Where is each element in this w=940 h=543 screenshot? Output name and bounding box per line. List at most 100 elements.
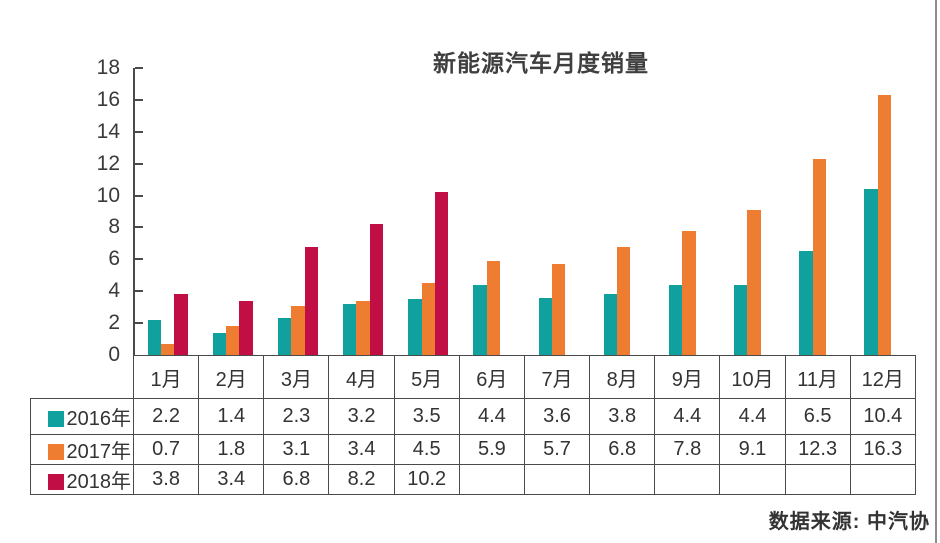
bar-2016年-9月: [668, 284, 683, 355]
value-cell: 10.2: [393, 464, 460, 495]
bar-2018年-1月: [174, 294, 188, 355]
y-axis-label: 8: [108, 215, 120, 239]
y-axis-tick: [135, 130, 143, 133]
value-cell: 3.8: [589, 398, 656, 435]
bar-2017年-4月: [356, 300, 370, 355]
bar-2016年-12月: [864, 189, 878, 355]
value-cell: 3.1: [263, 434, 330, 465]
bar-2017年-11月: [812, 158, 826, 355]
bar-2016年-1月: [147, 319, 161, 355]
month-header-cell: 8月: [589, 355, 656, 399]
table-corner-ghost-cell: [30, 355, 134, 399]
month-header-cell: 5月: [393, 355, 460, 399]
month-header-cell: 9月: [654, 355, 721, 399]
y-axis-tick: [135, 98, 143, 101]
month-header-cell: 3月: [263, 355, 330, 399]
value-cell: 4.4: [458, 398, 525, 435]
legend-label: 2016年: [66, 408, 132, 430]
bar-2017年-2月: [226, 326, 240, 355]
bar-2016年-11月: [799, 251, 813, 355]
month-header-cell: 1月: [132, 355, 200, 399]
source-note: 数据来源: 中汽协: [768, 511, 930, 533]
bar-2016年-5月: [408, 299, 422, 355]
y-axis-label: 2: [108, 311, 120, 335]
value-cell: [784, 464, 851, 495]
bar-2017年-3月: [291, 305, 305, 355]
bar-2017年-9月: [682, 230, 696, 355]
legend-swatch-2016年: [47, 411, 64, 427]
y-axis-tick: [135, 258, 143, 261]
value-cell: 5.7: [523, 434, 591, 465]
value-cell: 12.3: [784, 434, 851, 465]
y-axis-label: 16: [96, 87, 120, 111]
month-header-cell: 6月: [458, 355, 525, 399]
bar-2018年-4月: [369, 224, 384, 355]
y-axis-label: 12: [96, 151, 120, 175]
value-cell: 8.2: [328, 464, 395, 495]
month-header-cell: 12月: [849, 355, 916, 399]
value-cell: 3.6: [523, 398, 591, 435]
bar-2016年-2月: [212, 332, 227, 355]
legend-cell-2016年: 2016年: [30, 398, 134, 435]
bar-2017年-10月: [747, 209, 761, 355]
value-cell: [458, 464, 525, 495]
y-axis-label: 0: [108, 343, 120, 366]
plot-area: [133, 67, 917, 355]
right-edge-divider: [935, 0, 937, 543]
value-cell: 3.2: [328, 398, 395, 435]
month-header-cell: 7月: [523, 355, 591, 399]
value-cell: [654, 464, 721, 495]
value-cell: [523, 464, 591, 495]
value-cell: 6.8: [263, 464, 330, 495]
value-cell: 3.5: [393, 398, 460, 435]
bar-2017年-1月: [160, 343, 175, 355]
value-cell: 3.4: [198, 464, 265, 495]
bar-2016年-6月: [473, 284, 487, 355]
value-cell: 4.4: [654, 398, 721, 435]
legend-swatch-2018年: [47, 474, 64, 490]
value-cell: 4.4: [719, 398, 786, 435]
value-cell: 16.3: [849, 434, 916, 465]
month-header-cell: 10月: [719, 355, 786, 399]
value-cell: 2.3: [263, 398, 330, 435]
value-cell: 6.8: [589, 434, 656, 465]
bar-2016年-10月: [734, 284, 748, 355]
bar-2017年-6月: [486, 260, 501, 355]
bar-2018年-3月: [304, 246, 318, 355]
bar-2016年-8月: [603, 294, 618, 355]
value-cell: 5.9: [458, 434, 525, 465]
month-header-cell: 11月: [784, 355, 851, 399]
y-axis-tick: [135, 290, 143, 293]
data-table: 1月 2月 3月 4月 5月 6月 7月 8月 9月 10月 11月 12月 2016年 2.2 1.4 2.…: [30, 355, 916, 495]
value-cell: 10.4: [849, 398, 916, 435]
legend-label: 2018年: [66, 471, 132, 493]
value-cell: [849, 464, 916, 495]
y-axis-label: 14: [96, 119, 120, 143]
value-cell: 1.8: [198, 434, 265, 465]
month-header-cell: 4月: [328, 355, 395, 399]
bar-2017年-5月: [421, 283, 435, 355]
bar-2017年-12月: [877, 95, 892, 355]
value-cell: [719, 464, 786, 495]
bar-2017年-8月: [617, 246, 631, 355]
bar-2018年-5月: [434, 192, 449, 355]
month-header-cell: 2月: [198, 355, 265, 399]
y-axis-label: 4: [108, 279, 120, 303]
bar-2016年-4月: [343, 303, 357, 355]
y-axis-tick: [135, 162, 143, 165]
value-cell: 9.1: [719, 434, 786, 465]
value-cell: 4.5: [393, 434, 460, 465]
legend-cell-2018年: 2018年: [30, 464, 134, 495]
chart-title: 新能源汽车月度销量: [433, 50, 649, 76]
value-cell: 7.8: [654, 434, 721, 465]
bar-2018年-2月: [239, 300, 253, 355]
legend-label: 2017年: [66, 441, 132, 463]
y-axis-label: 18: [96, 56, 120, 79]
legend-cell-2017年: 2017年: [30, 434, 134, 465]
bar-2016年-7月: [538, 297, 552, 355]
bar-2017年-7月: [551, 264, 566, 355]
value-cell: 3.8: [132, 464, 200, 495]
y-axis-tick: [135, 226, 143, 229]
y-axis-label: 10: [96, 183, 120, 207]
